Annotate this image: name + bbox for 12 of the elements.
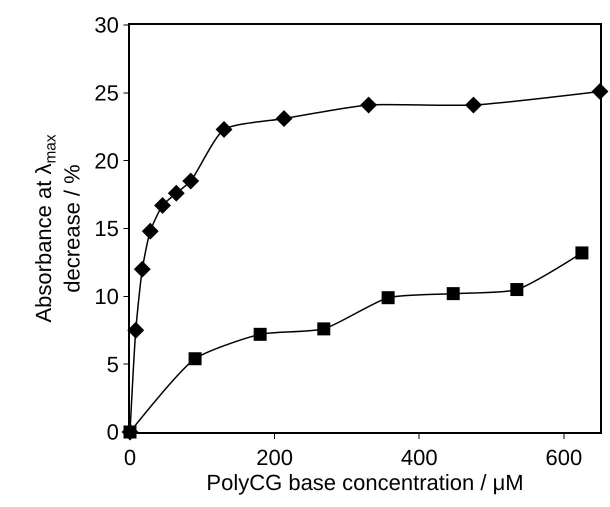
x-tick-label: 0	[124, 445, 136, 470]
y-tick-label: 25	[94, 80, 119, 106]
x-tick-label: 200	[256, 445, 293, 470]
y-tick-label: 10	[94, 284, 119, 310]
y-tick-label: 5	[106, 352, 119, 377]
x-tick-label: 600	[545, 445, 582, 470]
x-tick-label: 400	[400, 445, 438, 470]
y-tick-label: 30	[94, 12, 119, 38]
y-tick-label: 20	[94, 148, 119, 174]
y-tick-label: 0	[106, 420, 119, 445]
y-tick-label: 15	[94, 216, 119, 242]
x-axis-title: PolyCG base concentration / μM	[206, 470, 524, 496]
